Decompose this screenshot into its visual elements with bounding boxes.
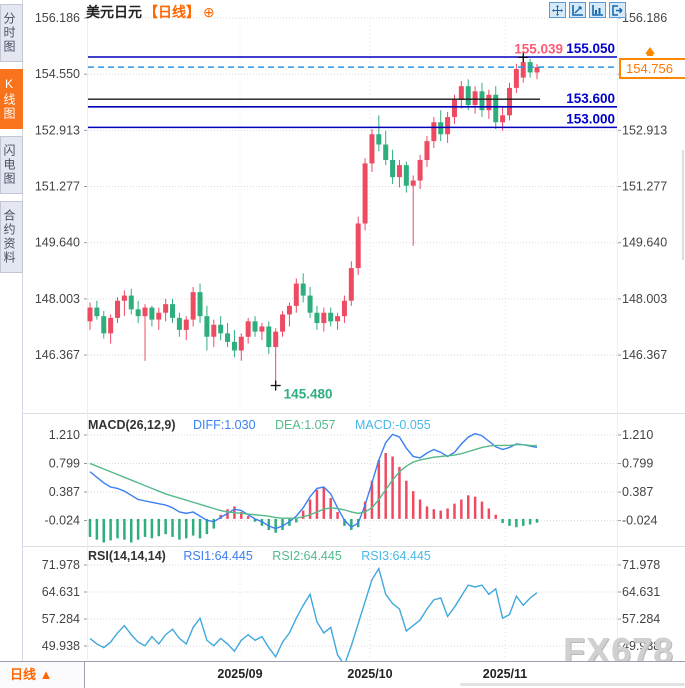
scale-y-axis-icon[interactable]	[569, 2, 586, 18]
rsi-layer	[89, 566, 538, 667]
macd-name: MACD(26,12,9)	[88, 418, 176, 432]
rsi2-readout: RSI2:64.445	[272, 549, 342, 563]
svg-text:151.277: 151.277	[622, 180, 667, 194]
left-tab-strip: 分时图 K线图 闪电图 合约资料	[0, 0, 23, 688]
pan-crosshair-icon[interactable]	[549, 2, 566, 18]
svg-text:64.631: 64.631	[622, 585, 660, 599]
svg-text:151.277: 151.277	[35, 180, 80, 194]
svg-text:57.284: 57.284	[622, 612, 660, 626]
svg-text:-0.024: -0.024	[45, 514, 80, 528]
svg-text:152.913: 152.913	[622, 123, 667, 137]
scale-x-axis-icon[interactable]	[589, 2, 606, 18]
svg-text:71.978: 71.978	[622, 558, 660, 572]
svg-text:149.640: 149.640	[622, 236, 667, 250]
macd-diff-readout: DIFF:1.030	[193, 418, 256, 432]
svg-text:146.367: 146.367	[622, 348, 667, 362]
svg-text:-0.024: -0.024	[622, 514, 657, 528]
svg-text:156.186: 156.186	[622, 11, 667, 25]
svg-text:71.978: 71.978	[42, 558, 80, 572]
period-tag: 【日线】	[144, 4, 200, 20]
svg-text:153.600: 153.600	[566, 91, 615, 106]
svg-text:0.799: 0.799	[622, 457, 653, 471]
svg-text:145.480: 145.480	[284, 387, 333, 402]
settings-icon[interactable]: ⊕	[203, 4, 215, 20]
symbol-title: 美元日元	[86, 4, 142, 20]
horizontal-scrollbar[interactable]	[460, 683, 685, 686]
svg-text:0.387: 0.387	[49, 485, 80, 499]
period-arrow-icon: ▲	[39, 667, 53, 682]
x-axis-label-nov: 2025/11	[482, 667, 528, 681]
macd-layer	[88, 432, 539, 543]
macd-header: MACD(26,12,9) DIFF:1.030 DEA:1.057 MACD:…	[88, 418, 431, 432]
chart-header: 美元日元 【日线】 ⊕	[86, 2, 215, 22]
tab-lightning-chart[interactable]: 闪电图	[0, 136, 23, 194]
rsi3-readout: RSI3:64.445	[361, 549, 431, 563]
svg-text:153.000: 153.000	[566, 111, 615, 126]
rsi-name: RSI(14,14,14)	[88, 549, 166, 563]
rsi1-readout: RSI1:64.445	[183, 549, 253, 563]
svg-text:146.367: 146.367	[35, 348, 80, 362]
svg-text:154.550: 154.550	[35, 67, 80, 81]
x-axis-label-sep: 2025/09	[217, 667, 263, 681]
svg-text:57.284: 57.284	[42, 612, 80, 626]
tab-kline-chart[interactable]: K线图	[0, 69, 23, 129]
rsi-header: RSI(14,14,14) RSI1:64.445 RSI2:64.445 RS…	[88, 549, 431, 563]
gridlines-layer	[23, 14, 685, 660]
hlines-layer: 155.050 153.600 153.000	[88, 41, 617, 129]
tab-contract-info[interactable]: 合约资料	[0, 201, 23, 273]
price-up-arrow-icon	[645, 47, 655, 56]
current-price-badge: 154.756	[619, 58, 685, 79]
svg-text:1.210: 1.210	[622, 428, 653, 442]
chart-toolbar	[549, 2, 626, 18]
x-axis-label-oct: 2025/10	[347, 667, 393, 681]
svg-text:0.799: 0.799	[49, 457, 80, 471]
price-markers-layer: 155.039 145.480	[270, 41, 563, 402]
svg-text:148.003: 148.003	[35, 292, 80, 306]
candles-layer	[87, 57, 540, 386]
period-selector[interactable]: 日线 ▲	[0, 662, 85, 688]
svg-text:1.210: 1.210	[49, 428, 80, 442]
macd-value-readout: MACD:-0.055	[354, 418, 431, 432]
bottom-bar: 日线 ▲ 2025/09 2025/10 2025/11	[0, 661, 685, 688]
svg-text:155.050: 155.050	[566, 41, 615, 56]
svg-text:156.186: 156.186	[35, 11, 80, 25]
svg-text:149.640: 149.640	[35, 236, 80, 250]
svg-text:155.039: 155.039	[514, 41, 563, 56]
svg-text:152.913: 152.913	[35, 123, 80, 137]
vertical-scrollbar[interactable]	[682, 150, 684, 260]
svg-text:49.938: 49.938	[42, 639, 80, 653]
svg-text:0.387: 0.387	[622, 485, 653, 499]
exit-view-icon[interactable]	[609, 2, 626, 18]
svg-text:64.631: 64.631	[42, 585, 80, 599]
macd-dea-readout: DEA:1.057	[275, 418, 336, 432]
tab-time-chart[interactable]: 分时图	[0, 4, 23, 62]
svg-text:148.003: 148.003	[622, 292, 667, 306]
